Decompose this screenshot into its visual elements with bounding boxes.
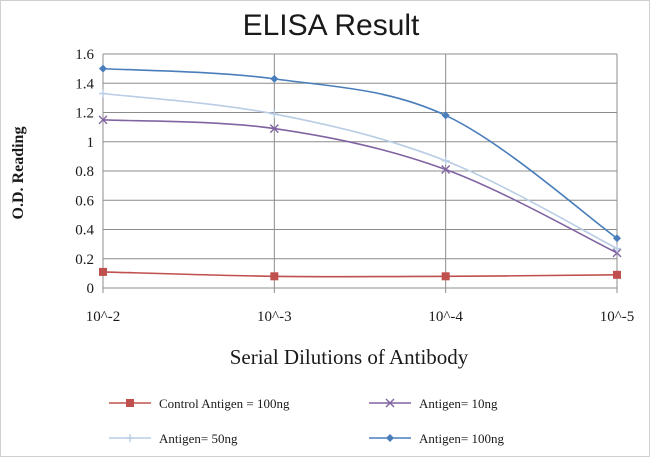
y-tick-label: 0.2 <box>75 252 94 268</box>
x-tick-label: 10^-5 <box>600 309 635 325</box>
legend-label: Antigen= 100ng <box>419 431 504 446</box>
data-point <box>99 64 107 73</box>
series-line-3 <box>102 67 618 239</box>
axes <box>102 54 618 293</box>
legend-label: Antigen= 10ng <box>419 396 498 411</box>
y-tick-label: 1.6 <box>75 47 94 63</box>
y-tick-label: 0.6 <box>75 193 94 209</box>
legend-label: Control Antigen = 100ng <box>159 396 290 411</box>
legend-marker <box>126 434 134 442</box>
gridlines <box>103 53 618 288</box>
legend-marker <box>385 398 395 408</box>
data-point <box>441 156 450 165</box>
y-tick-label: 0.8 <box>75 164 94 180</box>
x-tick-label: 10^-3 <box>257 309 292 325</box>
legend-label: Antigen= 50ng <box>159 431 238 446</box>
data-point <box>441 165 451 175</box>
x-tick-label: 10^-2 <box>86 309 121 325</box>
legend-marker <box>386 434 394 442</box>
y-tick-label: 1.2 <box>75 106 94 122</box>
series-lines <box>98 64 622 281</box>
x-axis-title: Serial Dilutions of Antibody <box>230 345 469 369</box>
chart-title: ELISA Result <box>243 9 420 42</box>
series-line-0 <box>102 271 618 278</box>
data-point <box>270 272 279 281</box>
data-point <box>612 248 622 258</box>
y-tick-label: 0 <box>87 281 95 297</box>
data-point <box>613 270 621 279</box>
data-point <box>441 111 450 120</box>
y-axis-title: O.D. Reading <box>10 127 27 220</box>
data-point <box>441 272 450 281</box>
data-point <box>613 234 621 243</box>
data-point <box>99 267 107 276</box>
tick-labels: 0 0.2 0.4 0.6 0.8 1 1.2 1.4 1.6 10^-2 10^-3 10^-4 10… <box>75 47 634 325</box>
y-tick-label: 1.4 <box>75 76 94 92</box>
data-point <box>270 74 279 83</box>
y-tick-label: 0.4 <box>75 223 94 239</box>
data-point <box>270 109 279 118</box>
legend-marker <box>126 399 134 407</box>
legend: Control Antigen = 100ng Antigen= 10ng Anti… <box>109 396 504 446</box>
y-tick-label: 1 <box>87 135 95 151</box>
data-point <box>99 89 107 98</box>
data-point <box>98 115 108 125</box>
data-point <box>269 124 279 134</box>
data-point <box>613 244 621 253</box>
series-line-1 <box>102 119 618 254</box>
x-tick-label: 10^-4 <box>428 309 463 325</box>
series-line-2 <box>102 92 618 250</box>
